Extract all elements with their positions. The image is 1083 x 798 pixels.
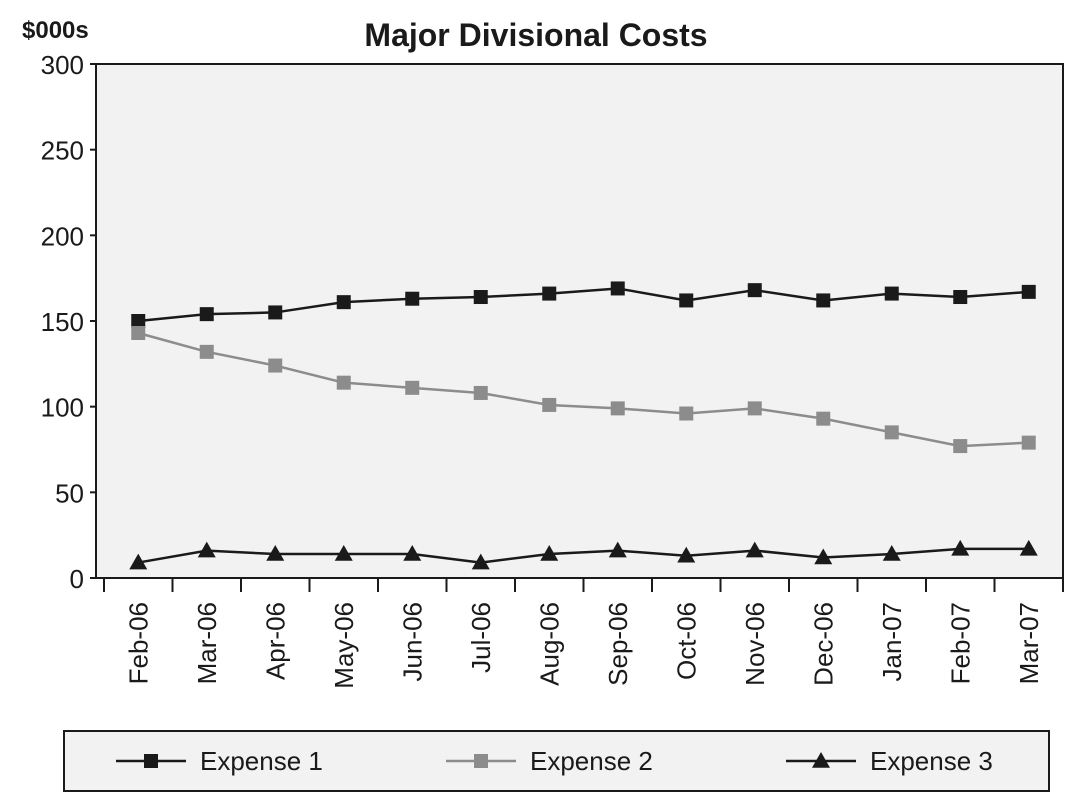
data-point [540, 545, 559, 561]
legend-marker [812, 752, 830, 768]
data-point [882, 545, 901, 561]
data-point [1021, 435, 1036, 450]
data-point [334, 545, 353, 561]
data-point [608, 541, 627, 558]
data-point [610, 401, 625, 416]
x-tick-label: Sep-06 [603, 602, 633, 686]
chart-title: Major Divisional Costs [364, 17, 707, 53]
x-tick-label: Dec-06 [808, 602, 838, 686]
x-tick-label: Aug-06 [534, 602, 564, 686]
data-point [405, 291, 420, 306]
x-tick-label: Oct-06 [671, 602, 701, 680]
legend-label: Expense 3 [870, 746, 993, 776]
y-tick-label: 150 [41, 307, 84, 337]
data-point [268, 358, 283, 373]
data-point [336, 375, 351, 390]
series-layer [129, 281, 1038, 570]
data-point [884, 425, 899, 440]
data-point [403, 545, 422, 561]
plot-area [95, 63, 1064, 579]
series-3 [129, 539, 1038, 570]
legend-label: Expense 2 [530, 746, 653, 776]
data-point [816, 411, 831, 426]
data-point [336, 295, 351, 310]
x-tick-label: Jun-06 [397, 602, 427, 682]
series-line [138, 547, 1029, 564]
data-point [814, 548, 833, 565]
data-point [884, 286, 899, 301]
data-point [197, 541, 216, 558]
series-line [137, 331, 1029, 448]
x-tick-label: Apr-06 [260, 602, 290, 680]
series-2 [131, 325, 1036, 454]
data-point [1021, 284, 1036, 299]
data-point [131, 314, 146, 328]
data-point [268, 305, 283, 320]
x-tick-label: May-06 [329, 602, 359, 689]
legend-marker [144, 754, 158, 768]
data-point [679, 406, 694, 421]
data-point [473, 385, 488, 400]
legend-marker [474, 754, 488, 768]
series-line [138, 287, 1029, 323]
data-point [951, 539, 970, 556]
data-point [816, 293, 831, 308]
data-point [745, 541, 764, 558]
data-point [266, 545, 285, 561]
data-point [1019, 539, 1038, 556]
data-point [199, 307, 214, 322]
x-tick-label: Nov-06 [740, 602, 770, 686]
data-point [542, 397, 557, 412]
data-point [747, 401, 762, 416]
x-tick-label: Mar-07 [1014, 602, 1044, 684]
data-point [131, 325, 146, 340]
x-tick-label: Feb-07 [945, 602, 975, 684]
data-point [542, 286, 557, 301]
legend-item: Expense 2 [446, 746, 653, 776]
y-tick-label: 250 [41, 136, 84, 166]
legend-item: Expense 1 [116, 746, 323, 776]
x-tick-label: Jul-06 [466, 602, 496, 673]
data-point [953, 439, 968, 454]
y-tick-label: 50 [55, 478, 84, 508]
data-point [679, 293, 694, 308]
data-point [747, 283, 762, 298]
y-tick-label: 200 [41, 221, 84, 251]
data-point [405, 380, 420, 395]
x-tick-label: Feb-06 [123, 602, 153, 684]
y-tick-label: 100 [41, 393, 84, 423]
y-tick-label: 300 [41, 50, 84, 80]
legend-item: Expense 3 [786, 746, 993, 776]
legend-box [63, 730, 1050, 792]
y-axis-label: $000s [22, 17, 89, 44]
data-point [199, 344, 214, 359]
data-point [129, 553, 148, 570]
legend: Expense 1 Expense 2 Expense 3 [63, 730, 1050, 792]
data-point [471, 553, 490, 570]
data-point [473, 290, 488, 305]
series-1 [131, 281, 1036, 328]
x-tick-label: Jan-07 [877, 602, 907, 682]
legend-label: Expense 1 [200, 746, 323, 776]
data-point [610, 281, 625, 296]
data-point [677, 546, 696, 563]
x-tick-label: Mar-06 [192, 602, 222, 684]
axes: 0 50 100 150 200 250 300 Feb-06 Mar-06 Apr-06 May-… [41, 50, 1064, 689]
y-tick-label: 0 [70, 564, 84, 594]
data-point [953, 290, 968, 305]
